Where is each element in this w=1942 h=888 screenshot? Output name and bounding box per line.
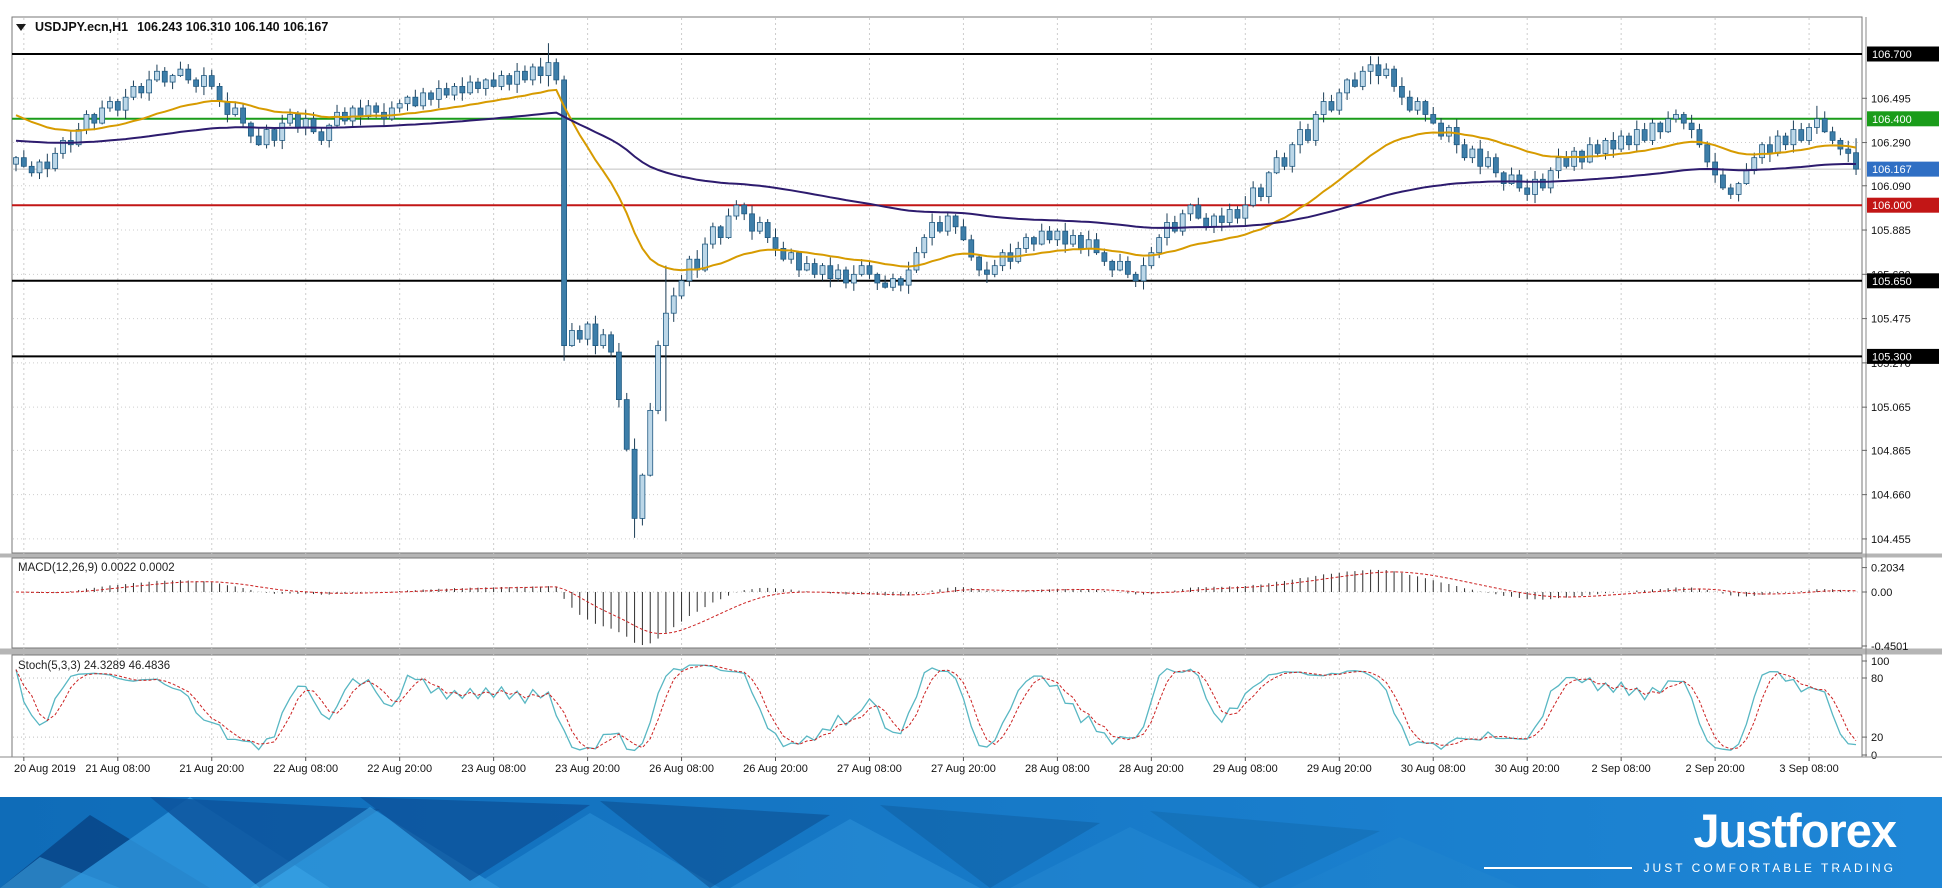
price-badge-label: 105.650 (1872, 276, 1912, 288)
time-axis-label: 20 Aug 2019 (14, 763, 76, 775)
price-axis-label: 106.290 (1871, 138, 1911, 150)
price-badge-label: 106.000 (1872, 200, 1912, 212)
time-axis-label: 26 Aug 20:00 (743, 763, 808, 775)
time-axis-label: 23 Aug 08:00 (461, 763, 526, 775)
time-axis-label: 22 Aug 20:00 (367, 763, 432, 775)
time-axis-label: 27 Aug 08:00 (837, 763, 902, 775)
price-axis-badge (1867, 273, 1939, 289)
stoch-d-line (15, 664, 1857, 750)
price-axis-label: 106.495 (1871, 93, 1911, 105)
stoch-panel (15, 664, 1857, 752)
footer-background-graphic (0, 797, 1942, 888)
time-axis-label: 30 Aug 08:00 (1401, 763, 1466, 775)
time-axis-label: 30 Aug 20:00 (1495, 763, 1560, 775)
panel-frames (11, 16, 1863, 758)
price-badge-label: 106.700 (1872, 49, 1912, 61)
price-axis-badge (1867, 161, 1939, 177)
price-axis-label: 104.455 (1871, 534, 1911, 546)
footer-banner: Justforex JUST COMFORTABLE TRADING (0, 797, 1942, 888)
chart-ohlc-label: 106.243 106.310 106.140 106.167 (137, 20, 329, 34)
price-axis-label: 105.475 (1871, 314, 1911, 326)
chart-area: 106.495106.290106.090105.885105.680105.4… (0, 0, 1942, 797)
stoch-axis-label: 0 (1871, 750, 1877, 762)
time-axis-label: 28 Aug 08:00 (1025, 763, 1090, 775)
macd-indicator-label: MACD(12,26,9) 0.0022 0.0002 (18, 562, 175, 574)
time-axis-label: 22 Aug 08:00 (273, 763, 338, 775)
chart-title: USDJPY.ecn,H1 106.243 106.310 106.140 10… (16, 20, 328, 34)
time-axis-label: 23 Aug 20:00 (555, 763, 620, 775)
time-axis-label: 2 Sep 08:00 (1591, 763, 1650, 775)
macd-axis-label: 0.2034 (1871, 563, 1905, 575)
price-axis-label: 104.660 (1871, 490, 1911, 502)
price-axis-badge (1867, 197, 1939, 213)
time-axis-label: 29 Aug 08:00 (1213, 763, 1278, 775)
price-axis-label: 106.090 (1871, 181, 1911, 193)
stoch-k-line (15, 664, 1857, 752)
time-axis[interactable]: 20 Aug 2019 21 Aug 08:00 21 Aug 20:00 22 Au… (0, 756, 1942, 775)
panel-dividers (0, 553, 1942, 655)
price-axis-label: 104.865 (1871, 445, 1911, 457)
stoch-axis-label: 100 (1871, 656, 1889, 668)
stoch-indicator-label: Stoch(5,3,3) 24.3289 46.4836 (18, 660, 171, 672)
stoch-axis-label: 80 (1871, 673, 1883, 685)
price-levels (12, 53, 1862, 358)
grid (13, 18, 1861, 756)
price-axis-badge (1867, 46, 1939, 62)
time-axis-label: 3 Sep 08:00 (1779, 763, 1838, 775)
tagline-rule (1483, 867, 1632, 869)
price-axis-badge (1867, 111, 1939, 127)
moving-averages (15, 88, 1857, 272)
stoch-axis-label: 20 (1871, 732, 1883, 744)
chart-menu-icon[interactable] (16, 23, 26, 31)
macd-axis-label: 0.00 (1871, 587, 1892, 599)
price-badge-label: 106.400 (1872, 114, 1912, 126)
time-axis-label: 29 Aug 20:00 (1307, 763, 1372, 775)
chart-symbol-label: USDJPY.ecn,H1 (35, 20, 129, 34)
brand-logo-text: Justforex (1693, 804, 1897, 857)
macd-panel (15, 569, 1857, 646)
price-axis-label: 105.885 (1871, 225, 1911, 237)
chart-canvas[interactable]: 106.495106.290106.090105.885105.680105.4… (0, 0, 1942, 797)
time-axis-label: 21 Aug 20:00 (179, 763, 244, 775)
price-axis-label: 105.065 (1871, 402, 1911, 414)
price-badge-label: 106.167 (1872, 164, 1912, 176)
price-axis-badge (1867, 348, 1939, 364)
time-axis-label: 28 Aug 20:00 (1119, 763, 1184, 775)
price-axis[interactable]: 106.495106.290106.090105.885105.680105.4… (1862, 17, 1939, 762)
macd-axis-label: -0.4501 (1871, 641, 1908, 653)
time-axis-label: 21 Aug 08:00 (85, 763, 150, 775)
time-axis-label: 2 Sep 20:00 (1685, 763, 1744, 775)
ma-fast-orange (15, 88, 1857, 272)
time-axis-label: 26 Aug 08:00 (649, 763, 714, 775)
brand-tagline: JUST COMFORTABLE TRADING (1643, 861, 1896, 875)
brand-block: Justforex JUST COMFORTABLE TRADING (1483, 804, 1897, 875)
macd-signal-line (15, 571, 1857, 635)
price-badge-label: 105.300 (1872, 351, 1912, 363)
time-axis-label: 27 Aug 20:00 (931, 763, 996, 775)
ma-slow-purple (15, 111, 1857, 229)
